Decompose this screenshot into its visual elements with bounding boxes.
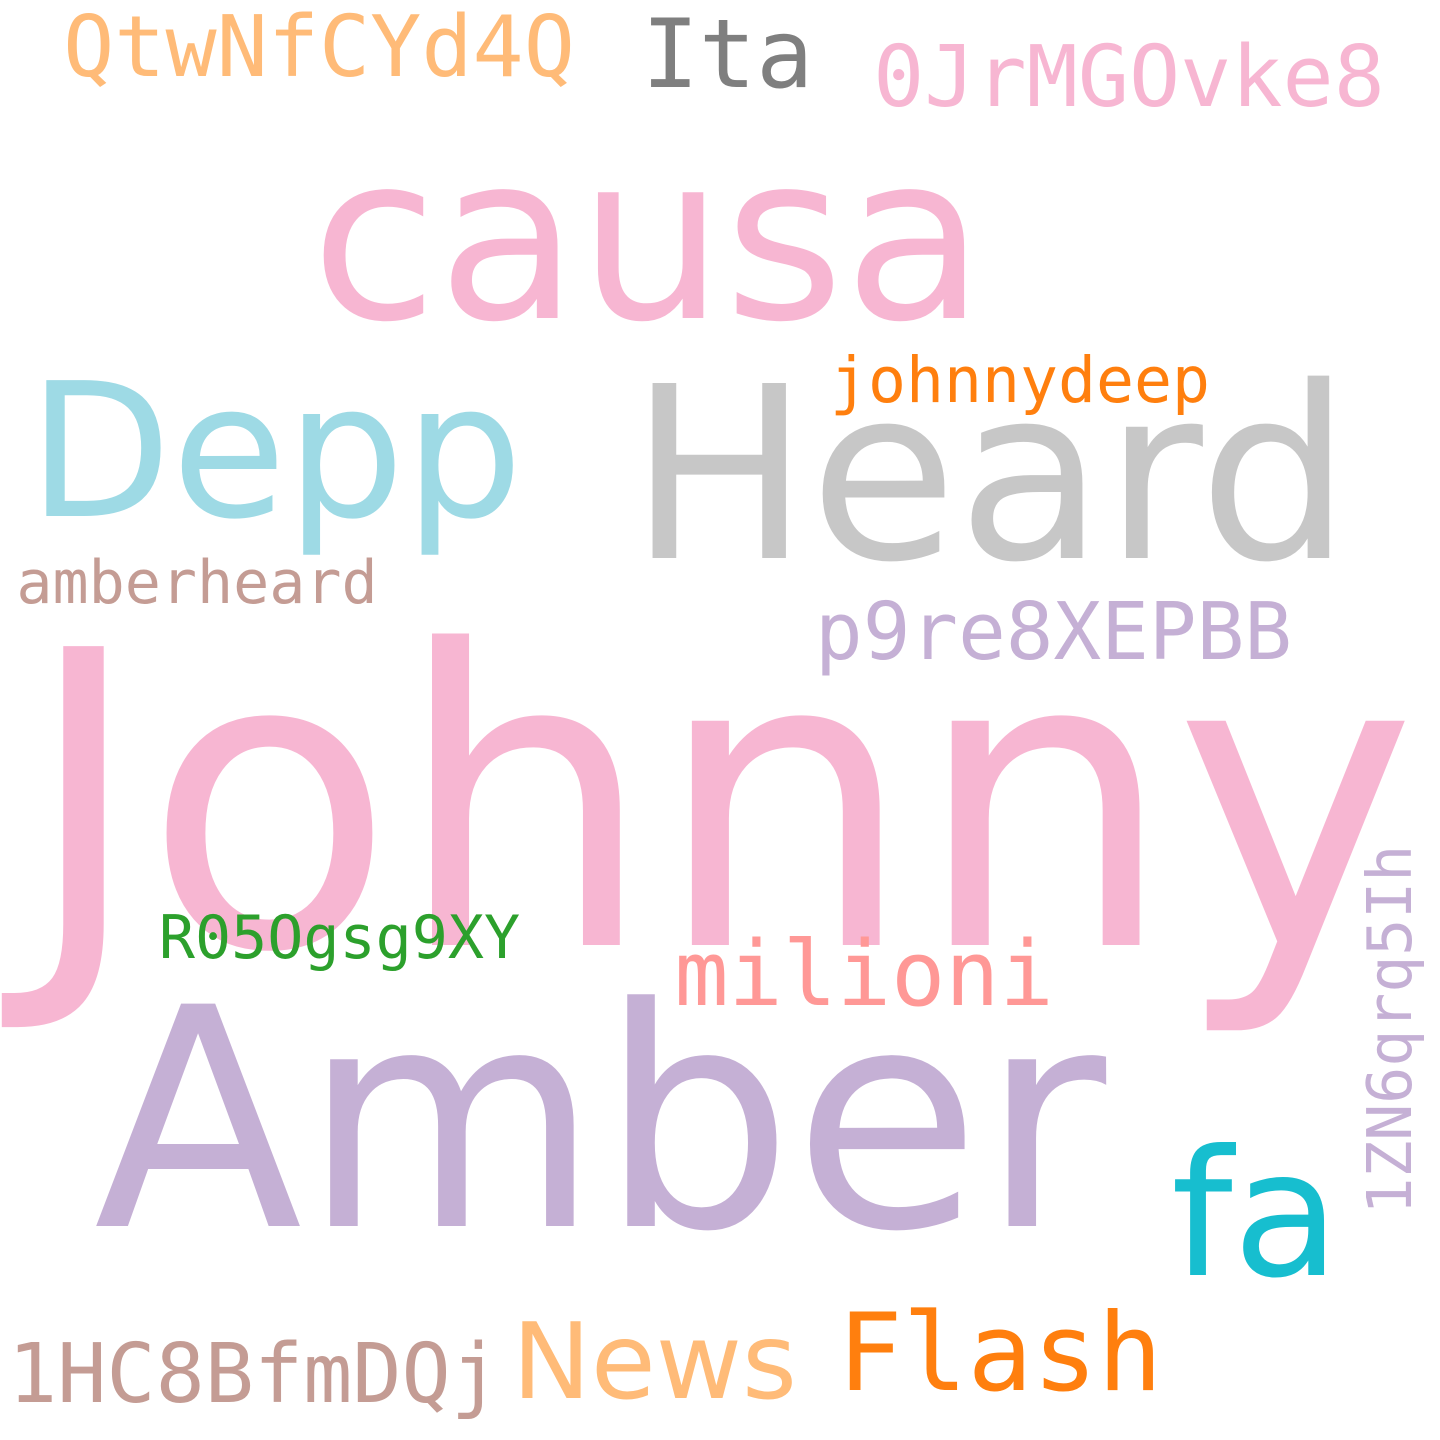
word-news: News [512,1300,797,1424]
word-johnny: Johnny [23,564,1417,1042]
word-1zn6qrq5ih: 1ZN6qrq5Ih [1355,845,1427,1215]
word-causa: causa [311,106,985,373]
word-fa: fa [1171,1114,1340,1317]
word-depp: Depp [28,343,523,561]
word-heard: Heard [629,335,1351,615]
word-amberheard: amberheard [16,548,378,618]
word-r05ogsg9xy: R05Ogsg9XY [158,903,521,973]
word-johnnydeep: johnnydeep [830,342,1210,417]
word-amber: Amber [93,943,1107,1298]
word-0jrmgovke8: 0JrMGOvke8 [873,28,1385,127]
word-qtwnfcyd4q: QtwNfCYd4Q [63,0,575,97]
word-flash: Flash [837,1291,1163,1416]
word-p9re8xepbb: p9re8XEPBB [815,585,1292,679]
word-1hc8bfmdqj: 1HC8BfmDQj [8,1327,500,1423]
word-ita: Ita [641,0,814,110]
word-milioni: milioni [674,922,1054,1027]
